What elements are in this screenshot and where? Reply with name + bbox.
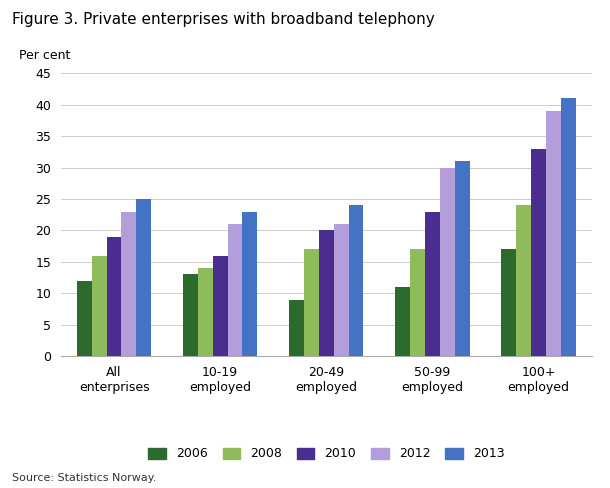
Bar (198, 268, 213, 356)
Bar (304, 249, 319, 356)
Bar (349, 205, 364, 356)
Text: Figure 3. Private enterprises with broadband telephony: Figure 3. Private enterprises with broad… (12, 12, 435, 27)
Bar (121, 212, 137, 356)
Bar (410, 249, 425, 356)
Bar (455, 161, 470, 356)
Bar (319, 230, 334, 356)
Bar (516, 205, 531, 356)
Bar (137, 199, 151, 356)
Bar (395, 287, 410, 356)
Text: Per cent: Per cent (18, 49, 70, 62)
Bar (531, 149, 546, 356)
Legend: 2006, 2008, 2010, 2012, 2013: 2006, 2008, 2010, 2012, 2013 (148, 447, 504, 460)
Bar (561, 99, 576, 356)
Bar (440, 167, 455, 356)
Bar (77, 281, 92, 356)
Bar (92, 256, 107, 356)
Bar (243, 212, 257, 356)
Bar (107, 237, 121, 356)
Text: Source: Statistics Norway.: Source: Statistics Norway. (12, 473, 157, 483)
Bar (289, 300, 304, 356)
Bar (183, 274, 198, 356)
Bar (546, 111, 561, 356)
Bar (501, 249, 516, 356)
Bar (334, 224, 349, 356)
Bar (425, 212, 440, 356)
Bar (213, 256, 228, 356)
Bar (228, 224, 243, 356)
